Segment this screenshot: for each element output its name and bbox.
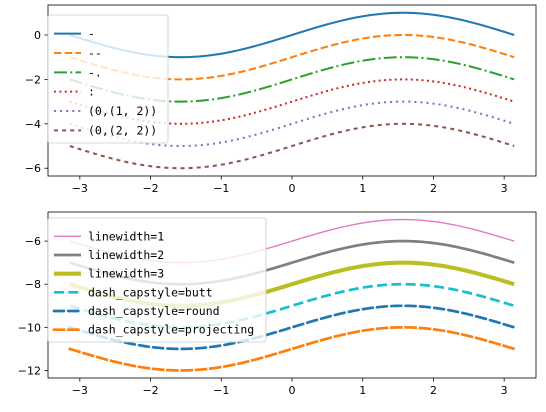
x-tick-label: 0 [289, 182, 296, 195]
x-tick-label: −2 [142, 384, 158, 397]
legend: ----.:(0,(1, 2))(0,(2, 2)) [47, 14, 169, 144]
series-line-6 [69, 122, 515, 170]
legend-label: linewidth=2 [88, 248, 164, 262]
y-tick-label: −6 [25, 235, 41, 248]
top-subplot: −3 −2 −1 0 1 2 3−6−4−20 ----.:(0,(1, 2))(0,(2, … [25, 4, 537, 195]
series-line-5 [69, 100, 515, 148]
x-tick-label: 2 [430, 182, 437, 195]
series-line-5 [68, 304, 516, 351]
legend-label: linewidth=3 [88, 267, 164, 281]
y-tick-label: −4 [25, 118, 41, 131]
legend-label: linewidth=1 [88, 229, 164, 243]
legend-label: - [88, 27, 95, 41]
y-tick-label: −10 [18, 321, 41, 334]
series-line-6 [68, 325, 516, 372]
x-tick-label: −2 [142, 182, 158, 195]
x-tick-label: −1 [213, 182, 229, 195]
x-tick-label: −1 [213, 384, 229, 397]
y-tick-label: −2 [25, 73, 41, 86]
legend-label: (0,(1, 2)) [88, 104, 157, 118]
x-tick-label: 1 [359, 182, 366, 195]
legend-label: dash_capstyle=round [88, 304, 220, 318]
y-tick-label: −6 [25, 162, 41, 175]
bottom-subplot: −3 −2 −1 0 1 2 3−12−10−8−6 linewidth=1linewidth… [18, 211, 537, 397]
y-tick-label: −8 [25, 278, 41, 291]
x-tick-label: 0 [289, 384, 296, 397]
y-tick-label: 0 [34, 29, 41, 42]
x-tick-label: 3 [501, 182, 508, 195]
y-tick-label: −12 [18, 364, 41, 377]
x-tick-label: 3 [501, 384, 508, 397]
legend-label: dash_capstyle=projecting [88, 323, 254, 337]
legend-label: (0,(2, 2)) [88, 123, 157, 137]
x-tick-label: 2 [430, 384, 437, 397]
x-tick-label: 1 [359, 384, 366, 397]
x-tick-label: −3 [72, 182, 88, 195]
legend-frame [47, 14, 169, 144]
legend-label: : [88, 85, 95, 99]
x-tick-label: −3 [72, 384, 88, 397]
legend-frame [47, 217, 267, 343]
legend-label: -- [88, 46, 102, 60]
legend: linewidth=1 linewidth=2 linewidth=3 dash_ca… [47, 217, 267, 343]
legend-label: -. [88, 65, 102, 79]
legend-label: dash_capstyle=butt [88, 285, 213, 299]
